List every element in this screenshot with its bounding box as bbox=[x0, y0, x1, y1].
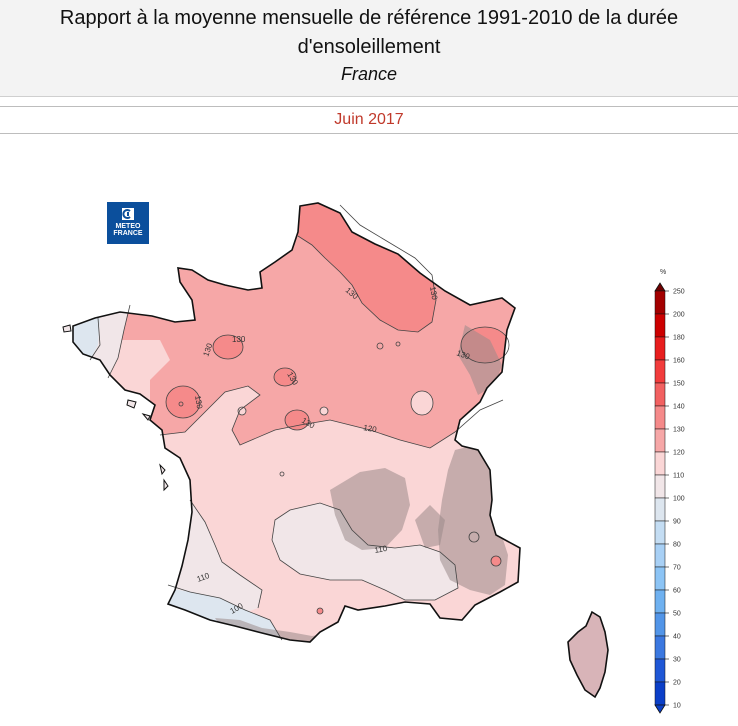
scale-tick-label: 100 bbox=[673, 496, 685, 503]
scale-swatches bbox=[654, 282, 666, 714]
scale-tick-label: 40 bbox=[673, 634, 681, 641]
contour-dot-c bbox=[376, 342, 384, 350]
contour-dot-i bbox=[316, 607, 324, 615]
zone-90-100-west bbox=[73, 318, 100, 362]
contour-line-110-southwest bbox=[189, 499, 263, 609]
scale-swatch bbox=[654, 336, 666, 361]
scale-tick-label: 180 bbox=[673, 335, 685, 342]
zone-110-120-island-c bbox=[320, 407, 328, 415]
scale-tick-label: 200 bbox=[673, 312, 685, 319]
contour-labels: 130 130 130 130 130 130 130 130 120 110 … bbox=[193, 286, 471, 616]
scale-swatch bbox=[654, 612, 666, 637]
zone-130-140-north bbox=[290, 203, 436, 332]
scale-swatch bbox=[654, 451, 666, 476]
contour-label: 120 bbox=[363, 423, 378, 434]
scale-tick-label: 250 bbox=[673, 289, 685, 296]
logo-line-2: FRANCE bbox=[113, 230, 143, 237]
contour-line-100 bbox=[167, 584, 283, 641]
scale-tick-label: 130 bbox=[673, 427, 685, 434]
zone-130-140-paris bbox=[274, 368, 296, 386]
contour-circle-west bbox=[165, 385, 201, 419]
zone-110-120-island-b bbox=[238, 407, 246, 415]
contour-label: 130 bbox=[201, 342, 214, 358]
contour-line-120 bbox=[159, 385, 504, 449]
contour-circle-island-a bbox=[410, 390, 434, 416]
scale-swatch bbox=[654, 359, 666, 384]
scale-arrow-bottom bbox=[654, 704, 666, 714]
colour-scale: % 250 200 180 160 150 140 130 120 110 100 90 80 70 60… bbox=[654, 269, 685, 714]
zone-130-140-west bbox=[166, 386, 200, 418]
header: Rapport à la moyenne mensuelle de référe… bbox=[0, 0, 738, 97]
scale-swatch bbox=[654, 474, 666, 499]
scale-tick-label: 50 bbox=[673, 611, 681, 618]
contour-line-110-west bbox=[107, 304, 131, 379]
scale-swatch bbox=[654, 635, 666, 660]
page-title: Rapport à la moyenne mensuelle de référe… bbox=[59, 7, 679, 58]
scale-swatch bbox=[654, 382, 666, 407]
contour-dot-e bbox=[279, 471, 285, 477]
contour-circle-center bbox=[284, 409, 310, 431]
contour-label: 130 bbox=[232, 335, 246, 344]
contour-label: 130 bbox=[428, 286, 439, 301]
contour-label: 130 bbox=[455, 348, 471, 361]
relief-shading bbox=[215, 325, 508, 642]
logo-line-1: METEO bbox=[115, 223, 141, 230]
scale-tick-label: 30 bbox=[673, 657, 681, 664]
contour-dot-h bbox=[490, 555, 502, 567]
contour-dot-f bbox=[178, 401, 184, 407]
scale-ticks: 250 200 180 160 150 140 130 120 110 100 90 80 70 60 50… bbox=[665, 289, 685, 710]
scale-arrow-top bbox=[654, 282, 666, 292]
scale-swatch bbox=[654, 658, 666, 683]
zone-100-110-center bbox=[272, 503, 458, 600]
contour-circle-center-north bbox=[212, 334, 244, 360]
scale-swatch bbox=[654, 290, 666, 315]
contour-line-100-west bbox=[89, 317, 101, 361]
contour-dot-d bbox=[395, 341, 401, 347]
contour-line-110-center bbox=[271, 502, 459, 601]
contour-circle-east bbox=[460, 326, 510, 364]
contour-line-130-north bbox=[297, 204, 437, 333]
france-map: 130 130 130 130 130 130 130 130 120 110 … bbox=[62, 202, 609, 699]
scale-swatch bbox=[654, 520, 666, 545]
contour-label: 130 bbox=[193, 395, 204, 410]
page-subtitle: France bbox=[340, 64, 398, 84]
scale-tick-label: 10 bbox=[673, 703, 681, 710]
scale-tick-label: 80 bbox=[673, 542, 681, 549]
scale-tick-label: 70 bbox=[673, 565, 681, 572]
scale-unit: % bbox=[660, 269, 666, 276]
zone-130-140-center bbox=[285, 410, 309, 430]
scale-swatch bbox=[654, 543, 666, 568]
contour-dot-b bbox=[319, 406, 329, 416]
contour-lines bbox=[89, 204, 510, 641]
corsica bbox=[567, 610, 609, 699]
scale-tick-label: 150 bbox=[673, 381, 685, 388]
period-label: Juin 2017 bbox=[0, 106, 738, 134]
coastal-islands bbox=[62, 324, 169, 492]
contour-label: 110 bbox=[374, 544, 389, 555]
scale-tick-label: 160 bbox=[673, 358, 685, 365]
scale-swatch bbox=[654, 497, 666, 522]
meteo-france-logo: METEO FRANCE bbox=[107, 202, 149, 244]
scale-tick-label: 20 bbox=[673, 680, 681, 687]
contour-circle-paris bbox=[273, 367, 297, 387]
scale-tick-label: 60 bbox=[673, 588, 681, 595]
scale-swatch bbox=[654, 428, 666, 453]
zone-130-140-center-north bbox=[213, 335, 243, 359]
scale-swatch bbox=[654, 681, 666, 706]
scale-swatch bbox=[654, 566, 666, 591]
scale-swatch bbox=[654, 405, 666, 430]
scale-swatch bbox=[654, 313, 666, 338]
zone-110-120-island-a bbox=[411, 391, 433, 415]
contour-dot-a bbox=[237, 406, 247, 416]
meteo-france-logo-icon bbox=[122, 208, 134, 220]
scale-tick-label: 90 bbox=[673, 519, 681, 526]
scale-tick-label: 120 bbox=[673, 450, 685, 457]
scale-tick-label: 110 bbox=[673, 473, 684, 480]
contour-label: 110 bbox=[196, 571, 212, 584]
contour-dot-g bbox=[468, 531, 480, 543]
scale-tick-label: 140 bbox=[673, 404, 685, 411]
scale-swatch bbox=[654, 589, 666, 614]
